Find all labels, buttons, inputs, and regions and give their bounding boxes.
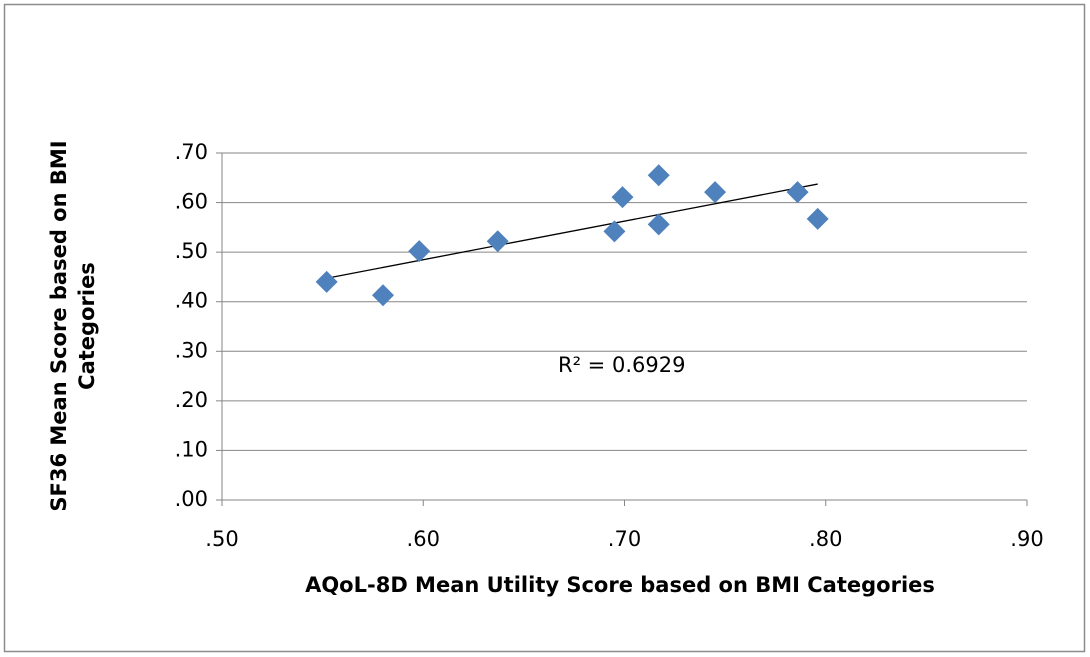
point	[704, 181, 727, 204]
y-axis-title: SF36 Mean Score based on BMI Categories	[47, 140, 99, 511]
point	[486, 230, 509, 253]
r-squared-annotation: R² = 0.6929	[558, 353, 685, 377]
y-tick-label: .50	[175, 239, 208, 263]
y-tick-label: .40	[175, 289, 208, 313]
y-tick-label: .60	[175, 190, 208, 214]
point	[647, 213, 670, 236]
chart-border	[3, 3, 1086, 653]
y-tick-label: .70	[175, 140, 208, 164]
y-tick-label: .30	[175, 338, 208, 362]
x-tick-label: .70	[608, 527, 641, 551]
point	[408, 240, 431, 263]
point	[603, 220, 626, 243]
y-axis-title-line: Categories	[75, 262, 99, 390]
y-tick-label: .10	[175, 437, 208, 461]
point	[647, 164, 670, 187]
x-tick-label: .80	[809, 527, 842, 551]
point	[786, 181, 809, 204]
point	[372, 284, 394, 307]
point	[611, 186, 634, 209]
point	[315, 270, 338, 293]
x-tick-label: .50	[205, 527, 238, 551]
trendline	[326, 183, 818, 279]
x-tick-label: .60	[407, 527, 440, 551]
y-axis-title-line: SF36 Mean Score based on BMI	[47, 140, 71, 511]
x-tick-label: .90	[1010, 527, 1043, 551]
y-tick-label: .20	[175, 388, 208, 412]
x-axis-title: AQoL-8D Mean Utility Score based on BMI …	[305, 573, 935, 597]
y-tick-label: .00	[175, 487, 208, 511]
point	[806, 207, 829, 230]
